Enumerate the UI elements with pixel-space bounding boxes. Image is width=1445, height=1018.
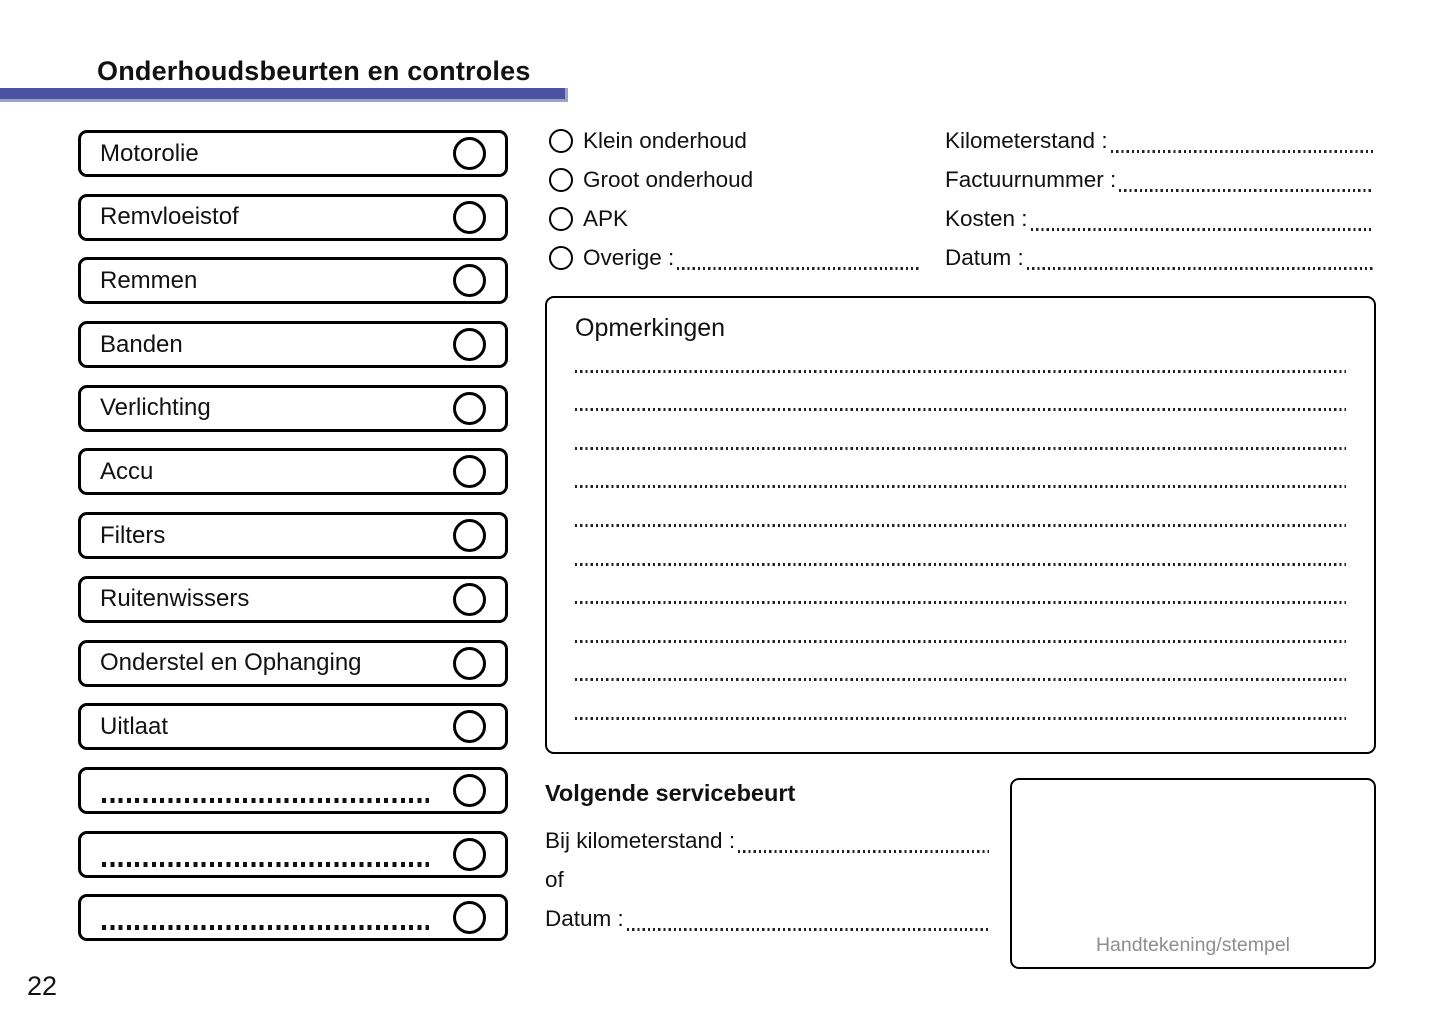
remarks-line[interactable]: [575, 642, 1346, 682]
service-type-label: Klein onderhoud: [583, 127, 747, 153]
checklist-item-label: Accu: [100, 457, 154, 485]
radio-circle[interactable]: [549, 245, 573, 270]
service-type-label: APK: [583, 205, 629, 231]
service-fields: Kilometerstand : Factuurnummer : Kosten …: [945, 121, 1373, 277]
remarks-lines: [575, 334, 1346, 720]
checklist-item: Filters: [78, 512, 508, 560]
checklist-item-label: Banden: [100, 330, 183, 358]
checklist-item-label: Onderstel en Ophanging: [100, 649, 362, 676]
checklist-item: [78, 894, 508, 942]
check-circle[interactable]: [453, 773, 486, 807]
check-circle[interactable]: [453, 137, 486, 170]
service-type-row: APK: [549, 199, 921, 238]
service-type-row: Klein onderhoud: [549, 121, 921, 160]
checklist-item: Onderstel en Ophanging: [78, 639, 508, 687]
field-row: Factuurnummer :: [945, 160, 1373, 199]
page-title: Onderhoudsbeurten en controles: [97, 56, 531, 86]
checklist-item: Remmen: [78, 257, 508, 305]
field-fill-line[interactable]: [1119, 189, 1373, 192]
remarks-line[interactable]: [575, 449, 1346, 489]
next-service-title: Volgende servicebeurt: [545, 780, 796, 806]
field-label: Kilometerstand :: [945, 127, 1108, 153]
next-service-section: Volgende servicebeurt Bij kilometerstand…: [545, 780, 989, 938]
check-circle[interactable]: [453, 264, 486, 298]
service-type-row: Overige :: [549, 238, 921, 277]
checklist-item-label: Remvloeistof: [100, 203, 239, 231]
checklist-item: Banden: [78, 321, 508, 369]
service-type-label: Groot onderhoud: [583, 166, 754, 192]
blank-fill-line[interactable]: [102, 797, 429, 803]
checklist-item: Ruitenwissers: [78, 575, 508, 623]
next-service-label: of: [545, 866, 564, 892]
remarks-line[interactable]: [575, 488, 1346, 527]
checklist-item: Remvloeistof: [78, 193, 508, 241]
field-label: Kosten :: [945, 205, 1028, 231]
blank-fill-line[interactable]: [102, 925, 429, 931]
field-row: Datum :: [945, 238, 1373, 277]
field-label: Datum :: [945, 244, 1024, 270]
next-service-row: Bij kilometerstand :: [545, 821, 989, 860]
checklist-item: Accu: [78, 448, 508, 496]
check-circle[interactable]: [453, 646, 486, 680]
blank-fill-line[interactable]: [102, 861, 429, 867]
checklist: Motorolie Remvloeistof Remmen Banden: [78, 130, 508, 942]
radio-circle[interactable]: [549, 167, 573, 192]
page-number: 22: [27, 971, 58, 1001]
title-underline-bar: [0, 88, 568, 102]
checklist-item-label: Remmen: [100, 266, 198, 294]
next-service-row: Datum :: [545, 899, 989, 938]
next-service-row: of: [545, 860, 989, 899]
field-row: Kosten :: [945, 199, 1373, 238]
remarks-line[interactable]: [575, 372, 1346, 412]
next-service-rows: Bij kilometerstand : of Datum :: [545, 821, 989, 938]
check-circle[interactable]: [453, 328, 486, 362]
radio-circle[interactable]: [549, 206, 573, 231]
remarks-line[interactable]: [575, 565, 1346, 605]
field-row: Kilometerstand :: [945, 121, 1373, 160]
service-type-group: Klein onderhoud Groot onderhoud APK Over…: [549, 121, 921, 277]
checklist-item-label: Uitlaat: [100, 712, 169, 740]
remarks-line[interactable]: [575, 681, 1346, 720]
checklist-item: Verlichting: [78, 384, 508, 432]
checklist-item-label: Verlichting: [100, 394, 211, 422]
next-service-fill-line[interactable]: [626, 928, 989, 931]
service-type-row: Groot onderhoud: [549, 160, 921, 199]
remarks-line[interactable]: [575, 411, 1346, 450]
service-type-label: Overige :: [583, 244, 675, 270]
check-circle[interactable]: [453, 200, 486, 234]
checklist-item-label: Filters: [100, 521, 166, 549]
check-circle[interactable]: [453, 901, 486, 935]
next-service-label: Datum :: [545, 905, 624, 931]
check-circle[interactable]: [453, 455, 486, 489]
signature-label: Handtekening/stempel: [1095, 934, 1291, 956]
checklist-item-label: Motorolie: [100, 139, 199, 167]
field-fill-line[interactable]: [1030, 228, 1373, 231]
field-fill-line[interactable]: [1110, 150, 1373, 153]
remarks-line[interactable]: [575, 526, 1346, 566]
remarks-box: Opmerkingen: [545, 296, 1376, 754]
checklist-item: [78, 830, 508, 878]
check-circle[interactable]: [453, 710, 486, 744]
remarks-line[interactable]: [575, 604, 1346, 643]
remarks-line[interactable]: [575, 334, 1346, 373]
next-service-label: Bij kilometerstand :: [545, 827, 736, 853]
checklist-item: [78, 766, 508, 814]
checklist-item-label: Ruitenwissers: [100, 585, 250, 613]
radio-circle[interactable]: [549, 128, 573, 153]
check-circle[interactable]: [453, 519, 486, 553]
field-fill-line[interactable]: [1026, 267, 1373, 270]
check-circle[interactable]: [453, 837, 486, 871]
next-service-fill-line[interactable]: [738, 850, 989, 853]
check-circle[interactable]: [453, 582, 486, 616]
field-label: Factuurnummer :: [945, 166, 1117, 192]
checklist-item: Motorolie: [78, 130, 508, 177]
signature-box[interactable]: Handtekening/stempel: [1010, 778, 1376, 969]
checklist-item: Uitlaat: [78, 703, 508, 751]
service-type-fill-line[interactable]: [677, 267, 921, 270]
check-circle[interactable]: [453, 391, 486, 425]
